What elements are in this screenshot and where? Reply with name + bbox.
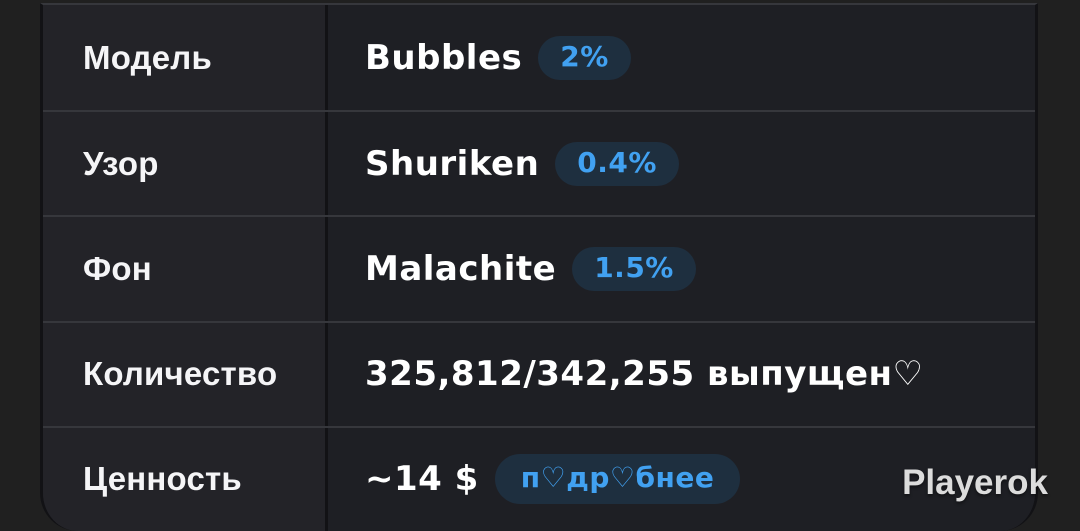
model-value: Bubbles	[365, 37, 523, 78]
model-rarity-badge: 2%	[538, 35, 631, 80]
quantity-value: 325,812/342,255 выпущен♡	[365, 354, 924, 395]
playerok-watermark: Playerok	[902, 463, 1048, 502]
table-row-model: Модель Bubbles 2%	[43, 5, 1035, 111]
row-label-pattern: Узор	[43, 112, 328, 216]
details-button[interactable]: п♡др♡бнее	[494, 454, 741, 505]
row-label-worth: Ценность	[43, 427, 328, 531]
pattern-value: Shuriken	[365, 143, 540, 184]
table-row-worth: Ценность ~14 $ п♡др♡бнее	[43, 425, 1035, 531]
row-value-cell-pattern: Shuriken 0.4%	[328, 112, 1035, 216]
table-row-background: Фон Malachite 1.5%	[43, 215, 1035, 321]
row-value-cell-quantity: 325,812/342,255 выпущен♡	[328, 322, 1035, 426]
worth-value: ~14 $	[365, 459, 479, 500]
row-label-quantity: Количество	[43, 322, 328, 426]
row-value-cell-worth: ~14 $ п♡др♡бнее	[328, 427, 1035, 531]
row-label-background: Фон	[43, 217, 328, 321]
row-label-model: Модель	[43, 5, 328, 111]
gift-attributes-table: Модель Bubbles 2% Узор Shuriken 0.4% Фон…	[40, 3, 1038, 531]
table-row-quantity: Количество 325,812/342,255 выпущен♡	[43, 320, 1035, 426]
background-rarity-badge: 1.5%	[572, 246, 696, 291]
row-value-cell-background: Malachite 1.5%	[328, 217, 1035, 321]
background-value: Malachite	[365, 248, 557, 289]
row-value-cell-model: Bubbles 2%	[328, 5, 1035, 111]
table-row-pattern: Узор Shuriken 0.4%	[43, 110, 1035, 216]
pattern-rarity-badge: 0.4%	[555, 141, 679, 186]
